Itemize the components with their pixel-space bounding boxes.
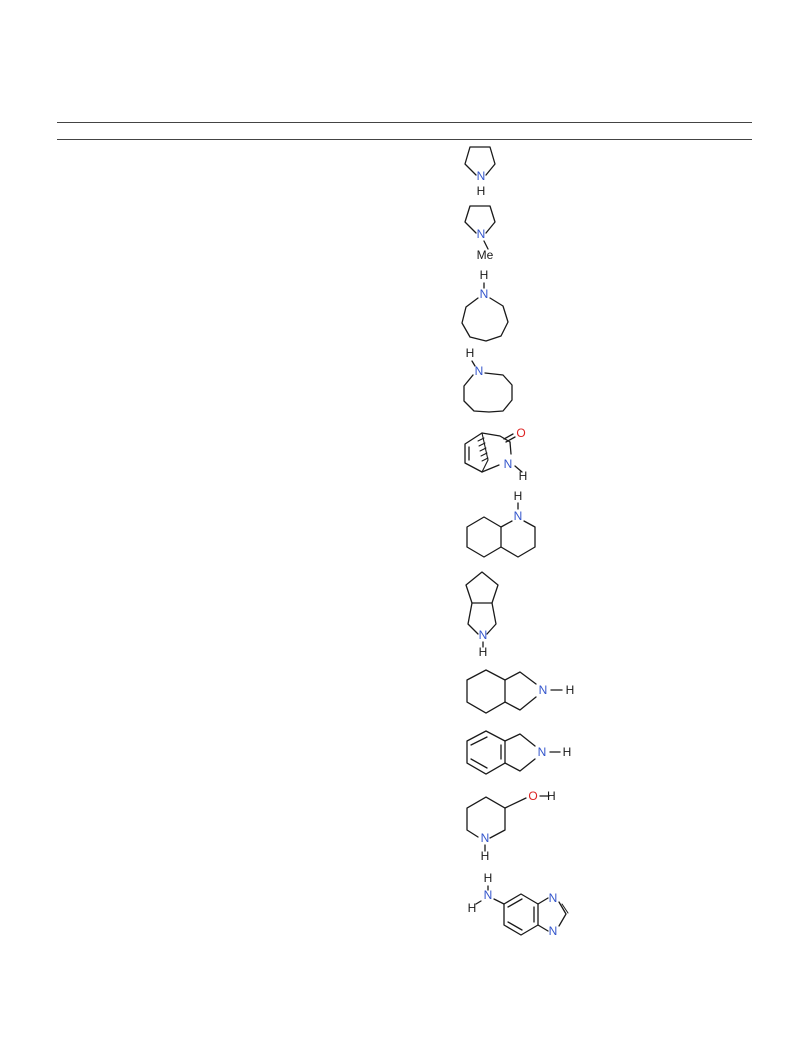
structure-octahydroisoindole: N H xyxy=(466,669,575,714)
atom-h-label: H xyxy=(519,469,528,483)
atom-n-label: N xyxy=(480,287,489,301)
atom-h-label: H xyxy=(468,901,477,915)
table-header-rule xyxy=(57,139,752,140)
atom-h-label: H xyxy=(480,268,489,282)
table-top-rule xyxy=(57,122,752,123)
atom-o-label: O xyxy=(516,426,525,440)
atom-n-label: N xyxy=(477,227,486,241)
atom-h-label: H xyxy=(477,184,486,198)
structure-decahydroquinoline: N H xyxy=(466,489,536,558)
atom-h-label: H xyxy=(484,871,493,885)
structure-octahydrocyclopentapyrrole: N H xyxy=(465,571,499,659)
methyl-label: Me xyxy=(477,248,494,262)
atom-n-label: N xyxy=(475,364,484,378)
atom-n-label: N xyxy=(481,831,490,845)
atom-h-label: H xyxy=(481,849,490,863)
atom-h-label: H xyxy=(479,645,488,659)
atom-h-label: H xyxy=(547,789,556,803)
structure-3-hydroxypiperidine: O H N H xyxy=(466,789,556,863)
atom-h-label: H xyxy=(566,683,575,697)
atom-n-label: N xyxy=(538,745,547,759)
amine-n-label: N xyxy=(484,888,493,902)
atom-n-label: N xyxy=(504,457,513,471)
atom-n-label: N xyxy=(539,683,548,697)
structure-pyrrolidine: N H xyxy=(464,146,496,198)
structure-5-aminobenzimidazole: N N N H H xyxy=(468,871,569,938)
atom-h-label: H xyxy=(563,745,572,759)
structure-azepane: N H xyxy=(461,268,509,342)
atom-n-label: N xyxy=(549,924,558,938)
atom-n-label: N xyxy=(477,169,486,183)
atom-n-label: N xyxy=(549,891,558,905)
structure-isoindoline: N H xyxy=(466,730,572,775)
atom-n-label: N xyxy=(514,509,523,523)
atom-n-label: N xyxy=(479,628,488,642)
structure-n-methylpyrrolidine: N Me xyxy=(464,205,496,262)
atom-h-label: H xyxy=(466,346,475,360)
atom-o-label: O xyxy=(528,789,537,803)
structure-bicyclic-lactam: O N H xyxy=(464,426,528,483)
structure-azocane: N H xyxy=(463,346,513,413)
atom-h-label: H xyxy=(514,489,523,503)
